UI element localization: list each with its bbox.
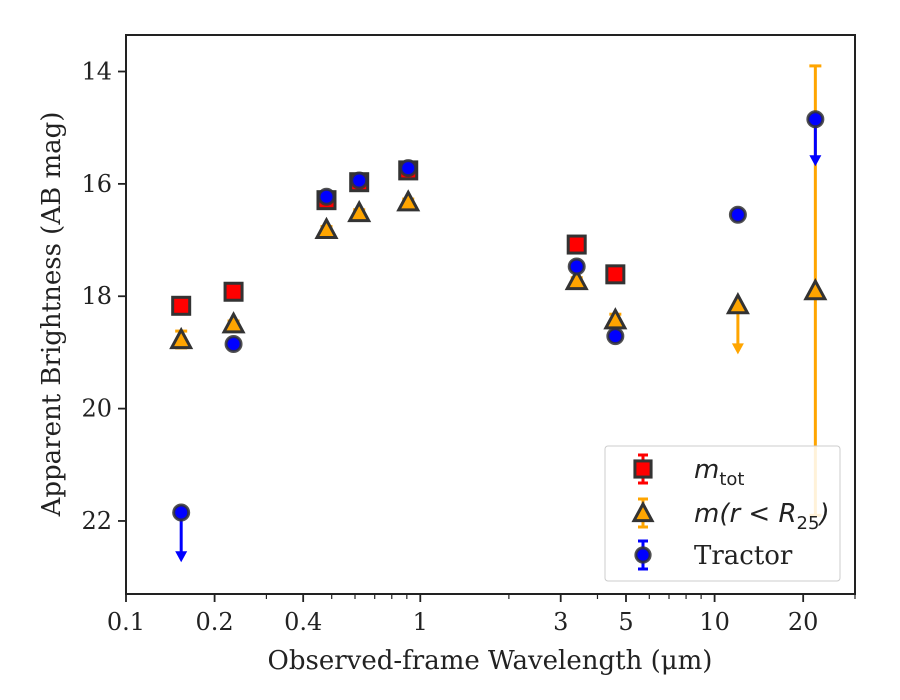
data-point-mtot bbox=[605, 264, 626, 285]
x-axis: 0.1 0.2 0.4 1 3 5 10 20 bbox=[107, 594, 856, 636]
x-tick-label: 3 bbox=[553, 608, 568, 636]
data-point-mtot bbox=[223, 281, 244, 302]
plot-frame bbox=[125, 34, 856, 595]
x-tick-label: 0.1 bbox=[107, 608, 145, 636]
y-axis: 14 16 18 20 22 bbox=[81, 58, 126, 535]
y-tick-label: 18 bbox=[81, 282, 112, 310]
x-tick-label: 1 bbox=[413, 608, 428, 636]
legend-marker-tractor bbox=[634, 546, 652, 564]
data-point-tractor bbox=[567, 257, 586, 276]
y-tick-label: 14 bbox=[81, 58, 112, 86]
y-axis-label: Apparent Brightness (AB mag) bbox=[37, 112, 67, 518]
data-point-mr25 bbox=[347, 199, 372, 223]
data-marks bbox=[169, 64, 828, 563]
series-tractor bbox=[172, 110, 825, 563]
x-tick-label: 5 bbox=[618, 608, 633, 636]
y-tick-label: 22 bbox=[81, 507, 112, 535]
x-axis-label: Observed-frame Wavelength (μm) bbox=[268, 646, 713, 676]
data-point-mr25 bbox=[314, 216, 339, 239]
legend-label: Tractor bbox=[694, 541, 793, 571]
legend: mtot m(r < R25) Tractor bbox=[604, 445, 841, 582]
data-point-tractor bbox=[728, 205, 747, 224]
data-point-mtot bbox=[566, 234, 587, 255]
legend-marker-mtot bbox=[633, 459, 653, 479]
x-tick-label: 0.4 bbox=[284, 608, 322, 636]
upper-limit-arrowhead bbox=[731, 343, 744, 355]
x-tick-label: 10 bbox=[699, 608, 730, 636]
data-point-tractor bbox=[224, 334, 243, 353]
series-mtot bbox=[171, 160, 626, 316]
y-tick-label: 20 bbox=[81, 395, 112, 423]
x-tick-label: 0.2 bbox=[196, 608, 234, 636]
data-point-mr25 bbox=[396, 189, 421, 212]
upper-limit-arrowhead bbox=[175, 551, 188, 563]
data-point-tractor bbox=[350, 171, 369, 190]
data-point-mr25 bbox=[603, 307, 628, 330]
x-tick-label: 20 bbox=[788, 608, 819, 636]
data-point-mtot bbox=[171, 295, 192, 316]
legend-marker-mr25 bbox=[631, 500, 655, 523]
legend-frame bbox=[604, 445, 841, 582]
data-point-tractor bbox=[606, 327, 625, 346]
data-point-tractor bbox=[399, 159, 418, 178]
data-point-mr25 bbox=[169, 326, 194, 350]
data-point-tractor bbox=[806, 110, 825, 129]
legend-label: m(r < R25) bbox=[694, 499, 830, 534]
data-point-mr25 bbox=[564, 267, 589, 291]
data-point-mr25 bbox=[221, 311, 246, 334]
upper-limit-arrowhead bbox=[809, 155, 822, 167]
data-point-tractor bbox=[317, 187, 336, 206]
data-point-mr25 bbox=[725, 292, 750, 315]
data-point-tractor bbox=[172, 503, 191, 522]
data-point-mr25 bbox=[803, 277, 828, 301]
y-tick-label: 16 bbox=[81, 170, 112, 198]
legend-label: mtot bbox=[694, 455, 744, 490]
